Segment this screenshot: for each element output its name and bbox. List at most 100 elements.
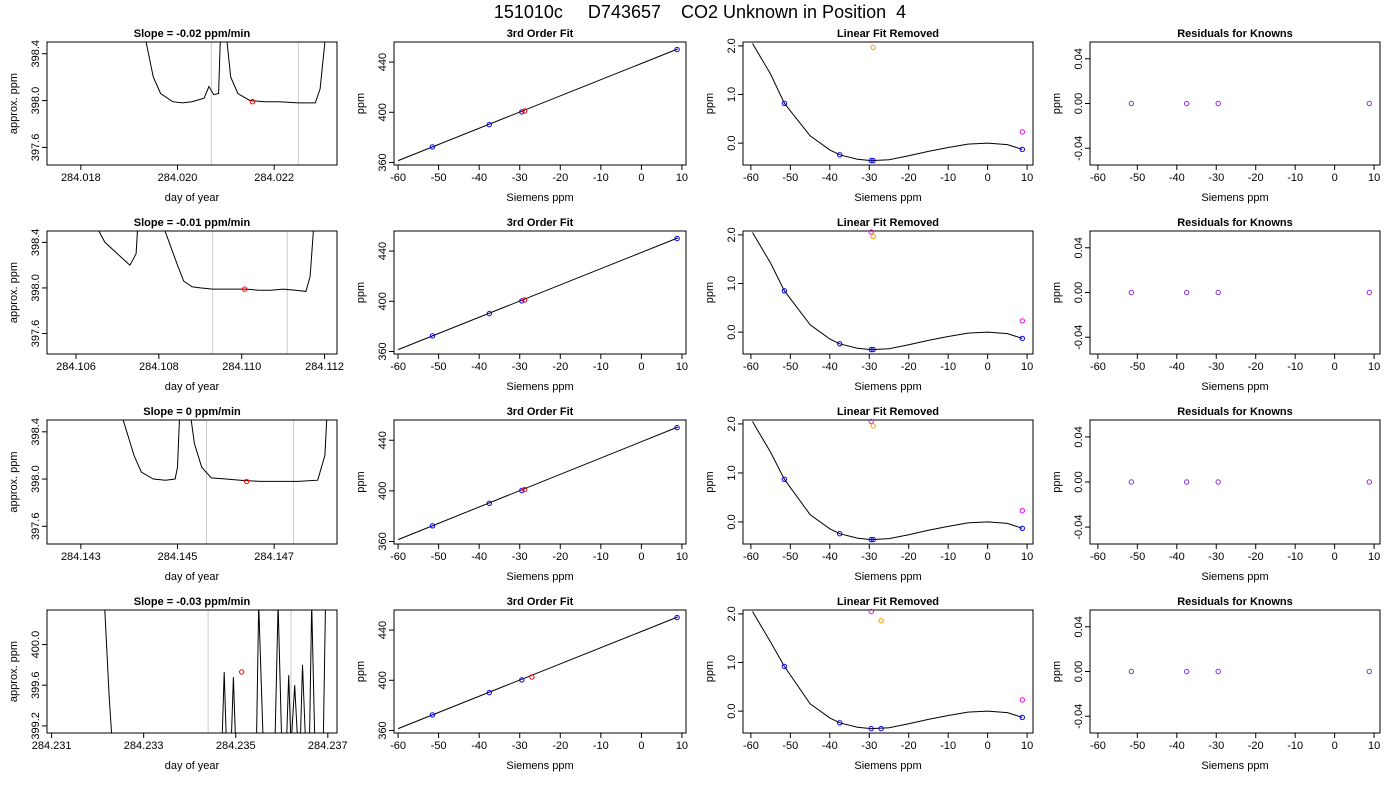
x-tick-label: -60 (390, 361, 406, 373)
magenta-point (868, 608, 874, 615)
magenta-point (868, 418, 874, 425)
x-tick-label: 0 (1332, 172, 1338, 184)
y-tick-label: 1.0 (726, 276, 738, 291)
panel-r1c4: -60 -50 -40 -30 -20 -10 0 10 -0.04 0.00 0.04 Residu… (1051, 28, 1381, 204)
known-point (486, 121, 492, 128)
unknown-point (521, 297, 528, 303)
x-tick-label: -20 (901, 551, 917, 563)
unknown-point (529, 674, 535, 680)
y-tick-label: 398.4 (30, 229, 42, 257)
panel-title: 3rd Order Fit (507, 406, 574, 418)
x-tick-label: -10 (593, 551, 609, 563)
x-axis-label: Siemens ppm (1201, 571, 1268, 583)
y-tick-label: 400 (377, 103, 389, 121)
x-tick-label: -40 (1169, 361, 1185, 373)
plot-frame (393, 230, 687, 355)
plot-frame (46, 609, 338, 734)
x-axis-label: Siemens ppm (506, 571, 573, 583)
known-point (674, 614, 680, 621)
panel-title: Linear Fit Removed (837, 28, 939, 40)
panel-title: Linear Fit Removed (837, 596, 939, 608)
x-tick-label: -60 (743, 551, 759, 563)
panel-r4c1: 284.231 284.233 284.235 284.237 399.2 399.6 40… (8, 596, 348, 772)
x-tick-label: 0 (638, 361, 644, 373)
y-tick-label: 440 (377, 53, 389, 71)
known-point (486, 500, 492, 506)
known-point (781, 663, 788, 670)
y-tick-label: 360 (377, 342, 389, 360)
x-tick-label: -30 (512, 172, 528, 184)
residual-point (1366, 100, 1373, 107)
panel-title: Slope = -0.02 ppm/min (134, 28, 251, 40)
y-axis-label: approx. ppm (8, 451, 20, 512)
known-point (429, 144, 436, 150)
x-tick-label: -50 (431, 740, 447, 752)
orange-point (870, 44, 876, 50)
y-tick-label: 440 (377, 431, 389, 449)
x-tick-label: -50 (1129, 361, 1145, 373)
x-tick-label: 0 (638, 172, 644, 184)
plot-frame (393, 419, 687, 545)
unknown-point (249, 99, 256, 105)
y-tick-label: 398.0 (30, 465, 42, 493)
y-tick-label: 0.00 (1073, 93, 1085, 114)
y-tick-label: 398.0 (30, 274, 42, 302)
known-point (868, 346, 874, 353)
y-tick-label: 0.04 (1073, 48, 1085, 69)
y-axis-label: ppm (704, 661, 716, 682)
x-tick-label: -60 (390, 740, 406, 752)
panel-title: 3rd Order Fit (507, 596, 574, 608)
y-tick-label: 2.0 (726, 606, 738, 621)
x-tick-label: -10 (940, 361, 956, 373)
x-tick-label: -40 (1169, 740, 1185, 752)
panel-r3c1: 284.143 284.145 284.147 397.6 398.0 398.4 Slop… (8, 406, 338, 583)
panel-title: Residuals for Knowns (1177, 217, 1293, 229)
panel-r3c4: -60 -50 -40 -30 -20 -10 0 10 -0.04 0.00 0.04 Residu… (1051, 406, 1381, 583)
y-tick-label: 440 (377, 621, 389, 639)
panel-title: Slope = -0.03 ppm/min (134, 596, 251, 608)
fit-line (397, 616, 679, 730)
cubic-curve-line (752, 421, 1023, 541)
residual-point (1366, 479, 1373, 485)
known-point (781, 288, 788, 294)
y-tick-label: 398.4 (30, 418, 42, 446)
y-tick-label: 399.2 (30, 712, 42, 740)
x-tick-label: 10 (1021, 740, 1033, 752)
x-tick-label: -20 (552, 361, 568, 373)
x-tick-label: -20 (1248, 361, 1264, 373)
y-tick-label: 397.6 (30, 134, 42, 162)
x-tick-label: -10 (940, 740, 956, 752)
x-tick-label: 284.147 (254, 551, 294, 563)
residual-point (1184, 668, 1190, 675)
known-point (429, 333, 436, 339)
x-tick-label: -10 (593, 740, 609, 752)
panel-title: Linear Fit Removed (837, 406, 939, 418)
x-tick-label: -50 (782, 361, 798, 373)
x-tick-label: 284.143 (61, 551, 101, 563)
x-axis-label: Siemens ppm (854, 760, 921, 772)
panel-r4c2: -60 -50 -40 -30 -20 -10 0 10 360 400 440 3rd Order … (355, 596, 688, 772)
residual-point (1128, 100, 1135, 107)
x-tick-label: 10 (676, 172, 688, 184)
x-tick-label: 0 (638, 740, 644, 752)
residual-point (1366, 668, 1373, 675)
x-tick-label: 10 (1021, 361, 1033, 373)
orange-point (870, 423, 876, 429)
panel-title: Linear Fit Removed (837, 217, 939, 229)
x-tick-label: 0 (985, 172, 991, 184)
panel-title: Residuals for Knowns (1177, 28, 1293, 40)
x-tick-label: 10 (1021, 172, 1033, 184)
x-axis-label: day of year (165, 760, 220, 772)
plot-frame (393, 41, 687, 166)
y-tick-label: 397.6 (30, 513, 42, 541)
y-tick-label: 398.4 (30, 40, 42, 68)
magenta-point (868, 229, 874, 235)
panel-title: Slope = -0.01 ppm/min (134, 217, 251, 229)
x-tick-label: -50 (431, 361, 447, 373)
x-tick-label: 284.020 (158, 172, 198, 184)
x-tick-label: 10 (676, 361, 688, 373)
known-point (837, 341, 843, 347)
y-tick-label: 0.04 (1073, 237, 1085, 258)
y-tick-label: 0.0 (726, 135, 738, 150)
x-tick-label: -60 (1090, 172, 1106, 184)
